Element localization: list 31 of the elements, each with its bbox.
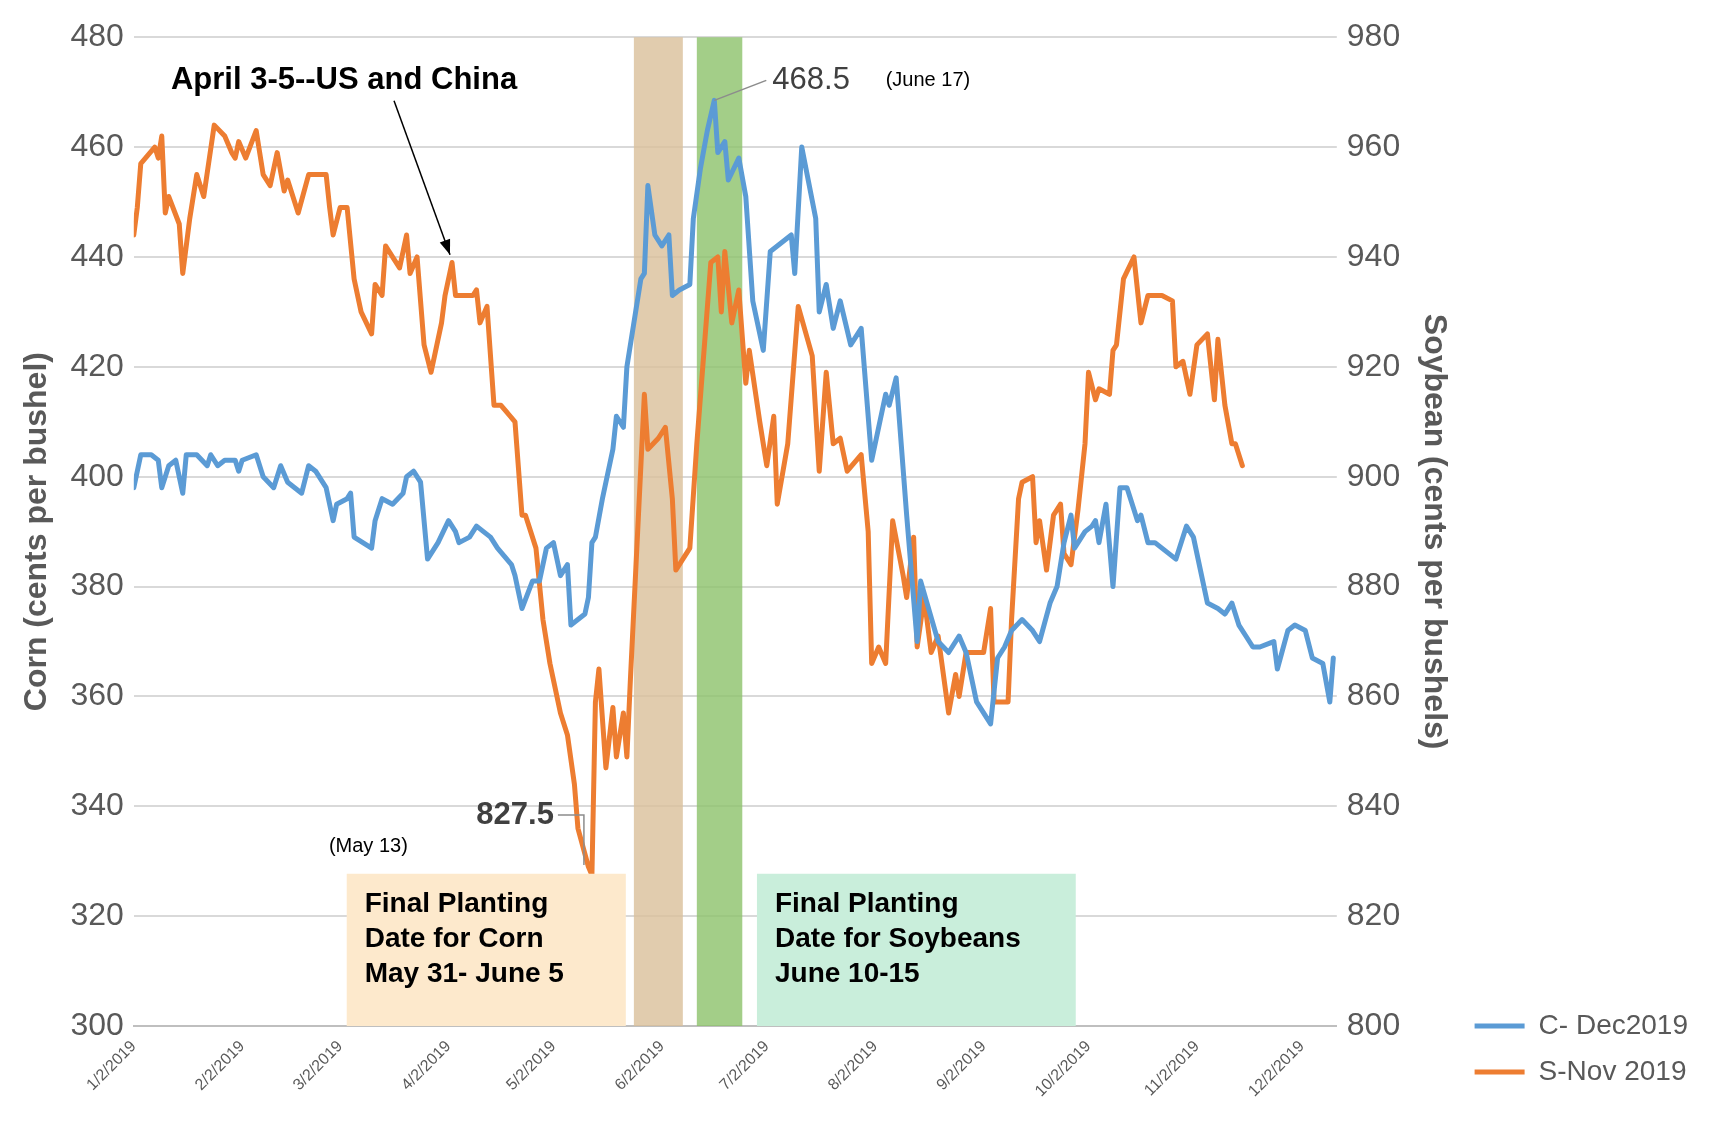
y-tick-label: 380 <box>70 566 124 603</box>
annotation: Final Planting Date for Corn May 31- June 5 <box>364 886 564 988</box>
y2-axis-title: Soybean (cents per bushels) <box>1417 313 1454 750</box>
y-tick-label: 320 <box>70 896 124 933</box>
y2-tick-label: 920 <box>1346 346 1401 383</box>
y2-tick-label: 800 <box>1346 1005 1401 1042</box>
y-tick-label: 460 <box>70 126 124 163</box>
y-tick-label: 420 <box>70 346 124 383</box>
annotation: April 3-5--US and China <box>170 61 518 97</box>
annotation: 468.5 <box>772 60 850 96</box>
annotation: (June 17) <box>885 67 971 90</box>
y2-tick-label: 820 <box>1346 896 1401 933</box>
y2-tick-label: 940 <box>1346 236 1401 273</box>
y2-tick-label: 860 <box>1346 676 1401 713</box>
y2-tick-label: 880 <box>1346 566 1401 603</box>
annotation: (May 13) <box>328 833 408 856</box>
y2-tick-label: 980 <box>1346 17 1401 54</box>
y-tick-label: 400 <box>70 456 124 493</box>
y-tick-label: 360 <box>70 676 124 713</box>
annotation: 827.5 <box>476 795 554 831</box>
y-tick-label: 300 <box>70 1005 124 1042</box>
y-tick-label: 480 <box>70 17 124 54</box>
y2-tick-label: 960 <box>1346 126 1401 163</box>
y-tick-label: 340 <box>70 786 124 823</box>
legend-label: C- Dec2019 <box>1538 1008 1688 1040</box>
legend-label: S-Nov 2019 <box>1538 1054 1687 1086</box>
y-tick-label: 440 <box>70 236 124 273</box>
y2-tick-label: 840 <box>1346 786 1401 823</box>
y-axis-title: Corn (cents per bushel) <box>17 352 54 712</box>
y2-tick-label: 900 <box>1346 456 1401 493</box>
annotation: Final Planting Date for Soybeans June 10-15 <box>774 886 1021 988</box>
